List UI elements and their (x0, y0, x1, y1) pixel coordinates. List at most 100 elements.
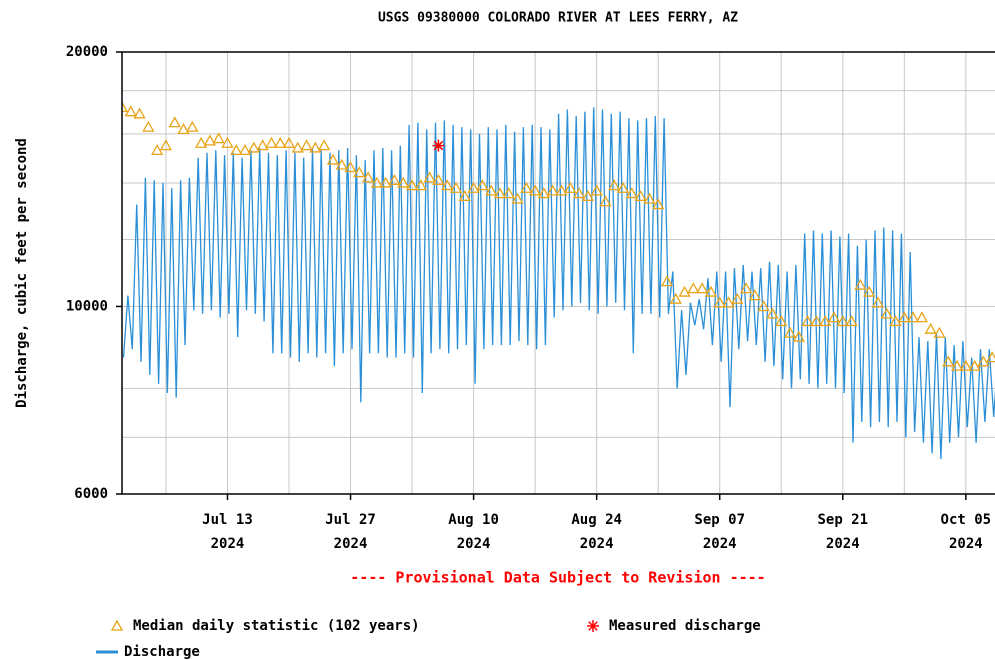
median-marker (476, 179, 489, 191)
median-marker (493, 187, 507, 199)
median-marker (520, 181, 533, 193)
median-marker (168, 116, 181, 128)
median-marker (871, 296, 885, 308)
median-marker (696, 282, 709, 294)
median-marker (159, 139, 173, 151)
median-marker (344, 161, 357, 173)
median-marker (511, 192, 524, 204)
median-marker (599, 195, 612, 207)
x-tick-label: Jul 27 2024 (325, 512, 376, 552)
median-marker (704, 285, 718, 297)
median-marker (801, 315, 814, 327)
median-marker (133, 107, 146, 119)
plot-border (121, 51, 995, 495)
median-marker (247, 141, 260, 153)
median-marker (924, 322, 937, 334)
x-tick-label: Jul 13 2024 (202, 512, 253, 552)
median-marker (282, 136, 296, 148)
median-marker (775, 315, 788, 327)
legend-symbol (110, 619, 124, 631)
median-marker (318, 139, 331, 151)
median-marker (590, 184, 603, 196)
median-marker (915, 311, 928, 323)
median-marker (195, 136, 208, 148)
median-marker (845, 315, 858, 327)
median-marker (300, 139, 313, 151)
median-marker (291, 141, 304, 153)
x-tick-label: Sep 21 2024 (817, 512, 869, 552)
median-marker (854, 278, 867, 290)
median-marker (151, 144, 164, 155)
legend-label: Discharge (124, 644, 200, 660)
median-marker (177, 123, 190, 135)
y-axis-label: Discharge, cubic feet per second (14, 138, 30, 408)
median-marker (423, 171, 436, 183)
median-marker (783, 326, 797, 338)
discharge-line (122, 107, 995, 460)
median-marker (546, 184, 559, 196)
median-marker (669, 292, 682, 304)
median-marker (757, 300, 770, 312)
median-marker (124, 105, 137, 117)
median-marker (722, 296, 735, 308)
median-marker (238, 144, 252, 155)
median-marker (608, 179, 621, 191)
median-marker (502, 187, 515, 199)
median-marker (564, 181, 577, 193)
median-marker (335, 158, 348, 170)
median-marker (678, 285, 691, 297)
median-marker (933, 326, 946, 338)
median-marker (379, 176, 392, 188)
provisional-note: ---- Provisional Data Subject to Revisio… (350, 569, 765, 587)
x-tick-label: Aug 10 2024 (448, 512, 499, 552)
median-marker (652, 198, 665, 210)
median-marker (256, 139, 269, 151)
median-marker (441, 179, 454, 191)
median-marker (326, 153, 340, 165)
median-marker (748, 289, 761, 301)
median-marker (432, 173, 445, 185)
y-tick-label: 6000 (74, 486, 108, 502)
median-marker (968, 359, 981, 371)
median-marker (898, 311, 911, 323)
median-marker (942, 355, 955, 367)
median-marker (906, 311, 920, 323)
median-marker (713, 296, 726, 308)
chart-title: USGS 09380000 COLORADO RIVER AT LEES FER… (378, 11, 738, 26)
median-marker (186, 120, 199, 132)
median-marker (388, 173, 401, 185)
median-marker (863, 285, 876, 297)
y-tick-label: 20000 (66, 44, 108, 60)
median-marker (625, 187, 638, 199)
y-tick-label: 10000 (66, 298, 108, 314)
median-marker (950, 359, 964, 371)
median-marker (458, 189, 471, 201)
median-marker (581, 189, 594, 201)
median-marker (819, 315, 832, 327)
legend-label: Median daily statistic (102 years) (133, 618, 420, 634)
median-marker (122, 101, 129, 113)
median-marker (309, 141, 322, 153)
median-marker (405, 179, 419, 191)
median-marker (836, 315, 849, 327)
median-marker (766, 307, 779, 319)
median-marker (959, 359, 972, 371)
median-marker (230, 144, 243, 155)
median-marker (827, 311, 841, 323)
median-marker (485, 184, 498, 196)
median-marker (537, 187, 551, 199)
median-marker (643, 192, 656, 204)
median-marker (142, 120, 155, 132)
x-tick-label: Aug 24 2024 (571, 512, 622, 552)
median-marker (203, 134, 217, 146)
median-marker (362, 171, 375, 183)
legend-label: Measured discharge (609, 618, 761, 634)
x-tick-label: Oct 05 2024 (940, 512, 992, 552)
median-marker (221, 136, 234, 148)
median-marker (889, 315, 902, 327)
median-marker (634, 189, 647, 201)
median-marker (731, 292, 744, 304)
measured-marker (432, 139, 445, 152)
